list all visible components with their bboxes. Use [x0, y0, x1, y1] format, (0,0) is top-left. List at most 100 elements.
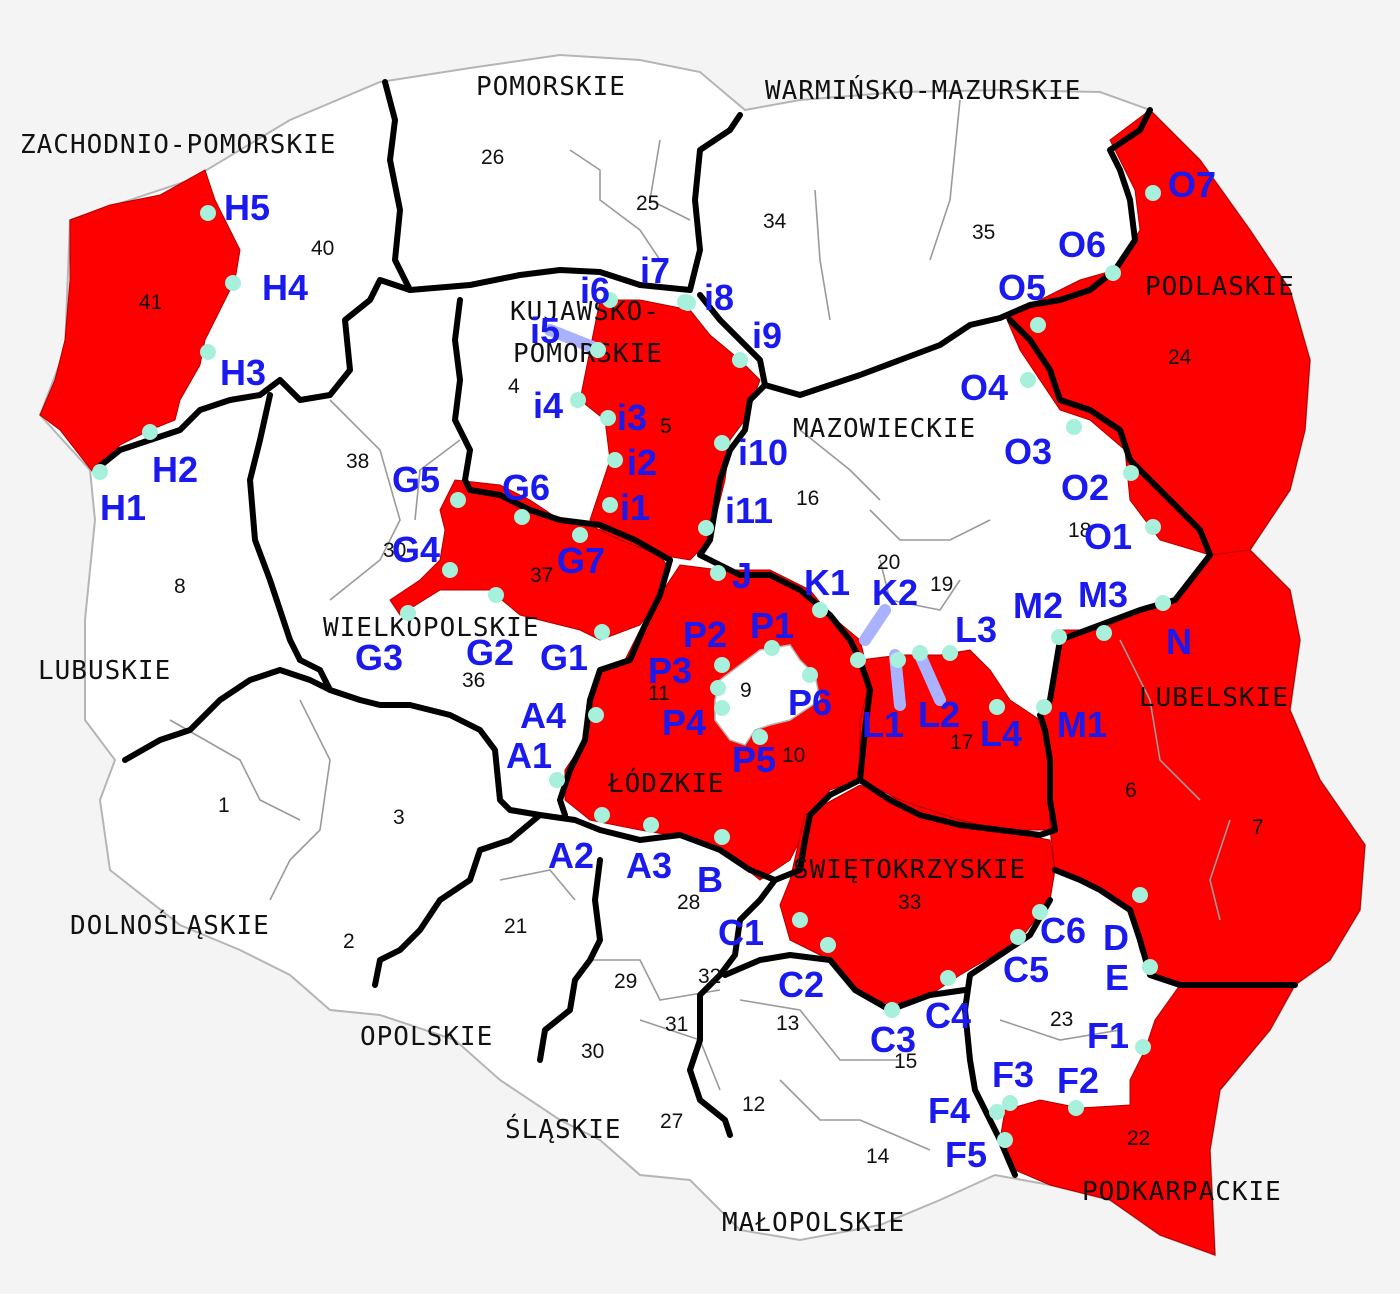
district-number: 34 — [763, 210, 787, 233]
point-label-i8: i8 — [704, 277, 734, 318]
point-label-p6: P6 — [788, 682, 832, 723]
district-number: 37 — [530, 564, 553, 587]
district-number: 1 — [218, 794, 230, 817]
region-label-slaskie: ŚLĄSKIE — [505, 1113, 622, 1145]
region-label-opolskie: OPOLSKIE — [360, 1022, 493, 1052]
point-label-d: D — [1103, 917, 1129, 958]
district-number: 25 — [636, 192, 659, 215]
point-marker-i4 — [570, 392, 586, 408]
point-label-p2: P2 — [683, 614, 727, 655]
point-marker-b — [714, 829, 730, 845]
district-number: 3 — [393, 806, 405, 829]
district-number: 20 — [877, 551, 900, 574]
district-number: 18 — [1068, 519, 1091, 542]
point-label-k2: K2 — [872, 572, 918, 613]
red-area-podlaskie — [1004, 109, 1311, 556]
point-marker-f5 — [997, 1132, 1013, 1148]
point-marker-h3 — [200, 344, 216, 360]
district-numbers: 1234567891011121314151617181920212223242… — [139, 146, 1264, 1168]
district-number: 11 — [648, 682, 670, 705]
district-number: 28 — [677, 891, 700, 914]
point-label-m2: M2 — [1013, 585, 1063, 626]
district-number: 21 — [504, 915, 527, 938]
point-marker-l1 — [890, 652, 906, 668]
point-marker-c6 — [1032, 904, 1048, 920]
district-boundaries — [169, 99, 1231, 1151]
point-marker-g2 — [488, 587, 504, 603]
point-label-k1: K1 — [804, 562, 850, 603]
point-marker-h2 — [142, 424, 158, 440]
region-label-lodzkie: ŁÓDZKIE — [607, 767, 725, 799]
point-label-c1: C1 — [718, 912, 764, 953]
point-marker-c1 — [792, 912, 808, 928]
district-number: 8 — [174, 575, 186, 598]
district-number: 31 — [665, 1013, 688, 1036]
red-area-swietokrzyskie — [779, 784, 1056, 1006]
region-label-podkarpackie: PODKARPACKIE — [1082, 1177, 1282, 1207]
region-label-warminsko: WARMIŃSKO-MAZURSKIE — [765, 74, 1081, 106]
point-label-n: N — [1166, 621, 1192, 662]
point-label-i3: i3 — [617, 397, 647, 438]
region-label-zachodniopomorskie: ZACHODNIO-POMORSKIE — [20, 130, 336, 160]
district-number: 41 — [139, 291, 162, 314]
point-marker-d — [1132, 887, 1148, 903]
point-marker-o4 — [1020, 372, 1036, 388]
district-number: 23 — [1050, 1008, 1073, 1031]
point-label-m1: M1 — [1057, 704, 1107, 745]
point-label-m3: M3 — [1078, 574, 1128, 615]
point-marker-i3 — [600, 410, 616, 426]
point-label-a4: A4 — [520, 695, 566, 736]
district-number: 29 — [614, 970, 637, 993]
region-label-lubuskie: LUBUSKIE — [38, 656, 171, 686]
point-label-h4: H4 — [262, 267, 308, 308]
district-number: 10 — [782, 744, 805, 767]
point-label-i1: i1 — [620, 487, 650, 528]
point-label-p4: P4 — [662, 702, 706, 743]
point-marker-c2 — [820, 937, 836, 953]
district-number: 33 — [898, 891, 921, 914]
point-marker-c5 — [1010, 929, 1026, 945]
point-label-c3: C3 — [870, 1019, 916, 1060]
point-marker-c3 — [884, 1002, 900, 1018]
district-number: 35 — [972, 221, 995, 244]
point-label-a2: A2 — [548, 835, 594, 876]
district-number: 19 — [930, 573, 953, 596]
point-label-g5: G5 — [392, 459, 440, 500]
region-label-pomorskie: POMORSKIE — [476, 72, 626, 102]
point-marker-n — [1155, 595, 1171, 611]
district-number: 13 — [776, 1012, 799, 1035]
region-label-wielkopolskie: WIELKOPOLSKIE — [323, 613, 540, 643]
point-marker-p4 — [714, 700, 730, 716]
point-marker-o6 — [1105, 265, 1121, 281]
point-label-l3: L3 — [955, 609, 997, 650]
point-label-f4: F4 — [928, 1090, 970, 1131]
point-marker-o5 — [1030, 317, 1046, 333]
district-number: 7 — [1252, 816, 1264, 839]
district-number: 9 — [740, 679, 752, 702]
point-marker-l2 — [912, 645, 928, 661]
point-marker-f3 — [1002, 1095, 1018, 1111]
region-label-podlaskie: PODLASKIE — [1145, 272, 1295, 302]
point-label-j: J — [732, 555, 752, 596]
point-label-i2: i2 — [627, 442, 657, 483]
point-marker-p1 — [764, 640, 780, 656]
point-marker-i11 — [698, 520, 714, 536]
point-label-p5: P5 — [732, 739, 776, 780]
point-label-f2: F2 — [1057, 1060, 1099, 1101]
point-label-p1: P1 — [750, 605, 794, 646]
district-number: 17 — [950, 731, 973, 754]
point-label-f3: F3 — [992, 1054, 1034, 1095]
district-number: 14 — [866, 1145, 890, 1168]
point-label-g7: G7 — [557, 540, 605, 581]
point-marker-i1 — [602, 497, 618, 513]
link-k1-k2 — [859, 604, 891, 646]
region-label-lubelskie: LUBELSKIE — [1139, 683, 1289, 713]
point-label-g4: G4 — [392, 529, 440, 570]
region-label-swietokrzyskie: ŚWIĘTOKRZYSKIE — [793, 853, 1026, 885]
point-marker-p6 — [802, 667, 818, 683]
point-marker-h5 — [200, 205, 216, 221]
point-marker-o2 — [1123, 465, 1139, 481]
point-marker-h1 — [92, 464, 108, 480]
